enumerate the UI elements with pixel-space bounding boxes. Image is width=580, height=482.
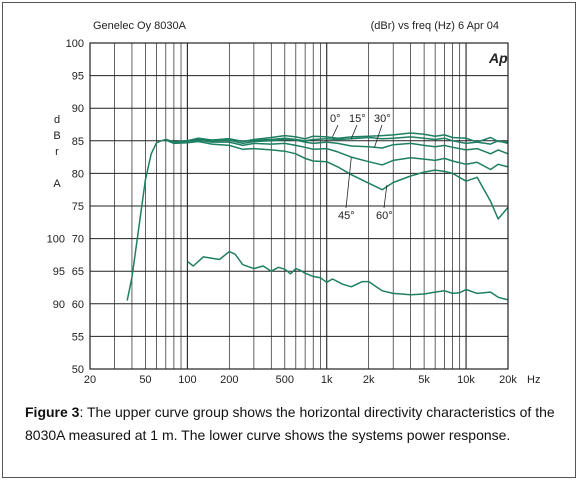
y-tick-label: 60 bbox=[72, 299, 84, 311]
y-axis-label-char: d bbox=[54, 114, 60, 126]
chart-grid bbox=[90, 43, 508, 369]
x-tick-label: 1k bbox=[321, 374, 333, 386]
y-axis-label: dBr A bbox=[53, 114, 61, 190]
y-tick-label: 80 bbox=[72, 168, 84, 180]
series-leader-line bbox=[383, 185, 388, 209]
y-tick-label: 85 bbox=[72, 136, 84, 148]
brand-logo: Ap bbox=[488, 50, 508, 66]
y-axis-label-char: r bbox=[55, 146, 59, 158]
series-line-2 bbox=[165, 138, 509, 155]
plot-border bbox=[89, 42, 509, 370]
x-tick-label: 200 bbox=[220, 374, 238, 386]
y2-tick-label: 100 bbox=[47, 234, 65, 246]
x-tick-label: 2k bbox=[363, 374, 375, 386]
caption-text: : The upper curve group shows the horizo… bbox=[25, 404, 555, 443]
y-tick-label: 95 bbox=[72, 71, 84, 83]
series-line-4 bbox=[165, 139, 509, 220]
x-tick-label: 500 bbox=[276, 374, 294, 386]
series-leader-line bbox=[332, 124, 339, 138]
series-label: 15° bbox=[349, 113, 366, 125]
header-right-text: (dBr) vs freq (Hz) 6 Apr 04 bbox=[370, 20, 499, 32]
y-tick-label: 70 bbox=[72, 234, 84, 246]
x-unit-label: Hz bbox=[527, 374, 540, 386]
y-tick-label: 55 bbox=[72, 331, 84, 343]
x-tick-label: 100 bbox=[178, 374, 196, 386]
series-leader-line bbox=[374, 124, 383, 148]
series-line-1 bbox=[165, 136, 509, 145]
header-left-text: Genelec Oy 8030A bbox=[93, 20, 186, 32]
series-line-3 bbox=[165, 138, 509, 171]
series-leader-line bbox=[350, 124, 358, 139]
caption-label: Figure 3 bbox=[25, 404, 80, 420]
x-tick-label: 20k bbox=[499, 374, 517, 386]
y-tick-label: 100 bbox=[66, 38, 84, 50]
x-tick-label: 50 bbox=[139, 374, 151, 386]
figure-frame: Genelec Oy 8030A (dBr) vs freq (Hz) 6 Ap… bbox=[2, 2, 576, 478]
y-tick-label: 75 bbox=[72, 201, 84, 213]
y2-tick-label: 90 bbox=[53, 299, 65, 311]
series-label: 60° bbox=[376, 210, 393, 222]
series-label: 0° bbox=[330, 113, 341, 125]
series-leader-line bbox=[345, 157, 352, 209]
x-tick-label: 5k bbox=[418, 374, 430, 386]
chart-annotations: 0° 15° 30° 45° 60° bbox=[330, 113, 393, 222]
series-label: 45° bbox=[338, 210, 355, 222]
y2-tick-label: 95 bbox=[53, 266, 65, 278]
x-tick-label: 20 bbox=[84, 374, 96, 386]
y-tick-label: 90 bbox=[72, 103, 84, 115]
series-label: 30° bbox=[374, 113, 391, 125]
figure-caption: Figure 3: The upper curve group shows th… bbox=[25, 401, 565, 447]
x-tick-label: 10k bbox=[457, 374, 475, 386]
y-tick-label: 65 bbox=[72, 266, 84, 278]
series-line-0 bbox=[126, 132, 509, 301]
y-tick-label: 50 bbox=[72, 364, 84, 376]
y-axis-label-char: B bbox=[53, 130, 60, 142]
power-response-line bbox=[186, 250, 509, 301]
y-axis-label-char: A bbox=[53, 178, 61, 190]
chart-curves bbox=[126, 132, 509, 301]
